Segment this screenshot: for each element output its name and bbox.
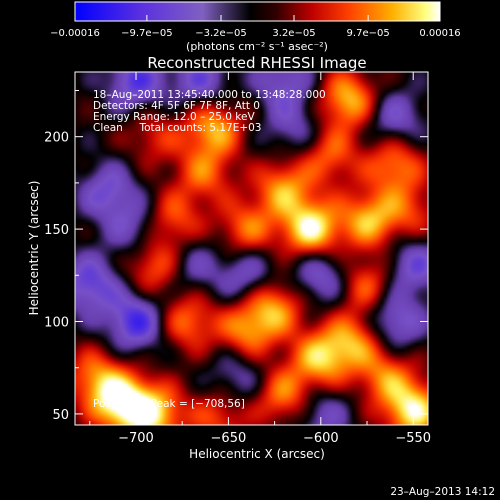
heatmap-image	[75, 72, 428, 425]
colorbar-ticks: −0.00016 −9.7e−05 −3.2e−05 3.2e−05 9.7e−05 0.…	[50, 15, 461, 39]
y-tick-label: 50	[52, 408, 69, 423]
y-axis: 50 100 150 200	[44, 89, 428, 423]
y-axis-label: Heliocentric Y (arcsec)	[27, 181, 41, 316]
x-tick-label: −650	[211, 431, 247, 446]
colorbar-tick-label: 0.00016	[419, 28, 460, 39]
footer-timestamp: 23–Aug–2013 14:12	[390, 486, 495, 498]
annotation-detectors: Detectors: 4F 5F 6F 7F 8F, Att 0	[93, 100, 260, 112]
x-axis-label: Heliocentric X (arcsec)	[189, 447, 325, 461]
x-tick-label: −700	[118, 431, 154, 446]
plot-frame	[74, 71, 429, 426]
colorbar-tick-label: 9.7e−05	[347, 28, 390, 39]
y-tick-label: 200	[44, 131, 69, 146]
annotation-peak-position: Position of Peak = [−708,56]	[93, 398, 245, 410]
annotation-clean: Clean Total counts: 5.17E+03	[93, 122, 262, 134]
chart-title: Reconstructed RHESSI Image	[147, 54, 366, 72]
colorbar-tick-label: −3.2e−05	[195, 28, 247, 39]
colorbar-tick-label: −0.00016	[50, 28, 100, 39]
colorbar-tick-label: 3.2e−05	[272, 28, 315, 39]
annotation-energy: Energy Range: 12.0 – 25.0 keV	[93, 111, 255, 123]
colorbar-unit-label: (photons cm⁻² s⁻¹ asec⁻²)	[186, 40, 328, 53]
x-tick-label: −550	[395, 431, 431, 446]
x-tick-label: −600	[303, 431, 339, 446]
y-tick-label: 150	[44, 223, 69, 238]
annotation-time-range: 18–Aug–2011 13:45:40.000 to 13:48:28.000	[93, 89, 326, 101]
colorbar-tick-label: −9.7e−05	[121, 28, 173, 39]
colorbar	[74, 1, 441, 22]
x-axis: −700 −650 −600 −550	[89, 72, 431, 446]
y-tick-label: 100	[44, 316, 69, 331]
